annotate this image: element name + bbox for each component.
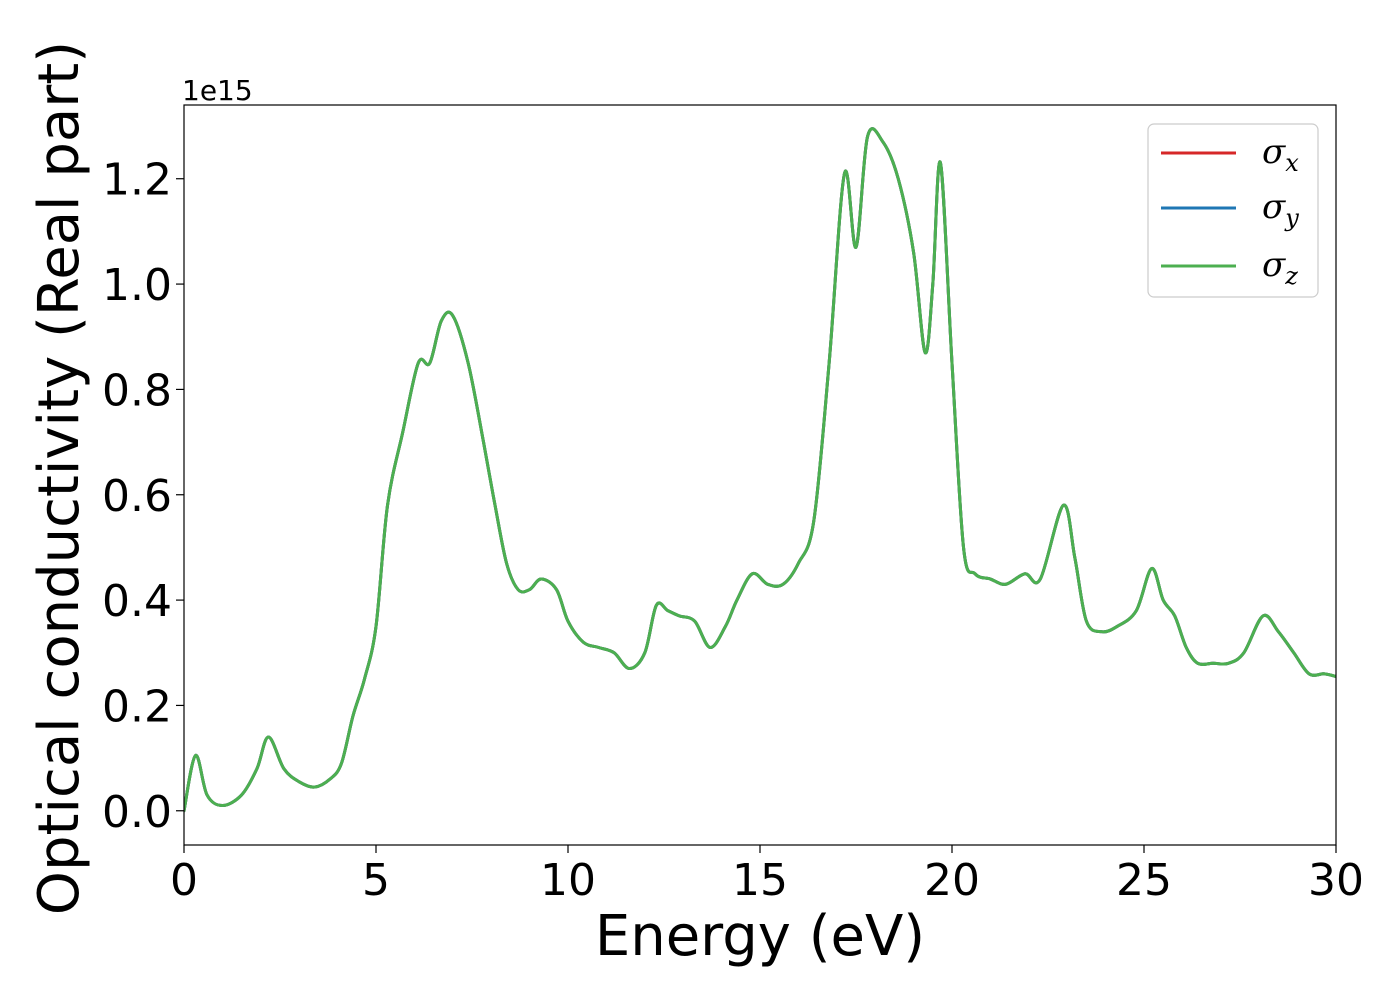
x-axis: 0 5 10 15 20 25 30 xyxy=(170,845,1364,906)
y-axis-label: Optical conductivity (Real part) xyxy=(27,41,92,915)
legend-label-sigma-z: σz xyxy=(1262,245,1298,290)
y-tick-label: 0.6 xyxy=(102,471,172,522)
x-tick-label: 20 xyxy=(924,855,980,906)
y-tick-label: 0.2 xyxy=(102,681,172,732)
y-tick-label: 0.8 xyxy=(102,365,172,416)
y-axis: 0.0 0.2 0.4 0.6 0.8 1.0 1.2 xyxy=(102,155,184,838)
x-tick-label: 0 xyxy=(170,855,198,906)
legend: σx σy σz xyxy=(1147,123,1319,298)
y-tick-label: 1.0 xyxy=(102,260,172,311)
y-offset-label: 1e15 xyxy=(182,74,253,107)
series-layer xyxy=(184,127,1336,813)
y-tick-label: 0.4 xyxy=(102,576,172,627)
y-tick-label: 0.0 xyxy=(102,787,172,838)
x-tick-label: 5 xyxy=(362,855,390,906)
series-line-sigma-z xyxy=(184,127,1336,813)
x-tick-label: 30 xyxy=(1308,855,1364,906)
y-tick-label: 1.2 xyxy=(102,155,172,206)
x-tick-label: 15 xyxy=(732,855,788,906)
x-tick-label: 10 xyxy=(540,855,596,906)
legend-box xyxy=(1147,123,1319,298)
legend-label-sigma-y: σy xyxy=(1262,187,1299,232)
legend-label-sigma-x: σx xyxy=(1262,132,1299,177)
x-tick-label: 25 xyxy=(1116,855,1172,906)
x-axis-label: Energy (eV) xyxy=(595,904,925,969)
